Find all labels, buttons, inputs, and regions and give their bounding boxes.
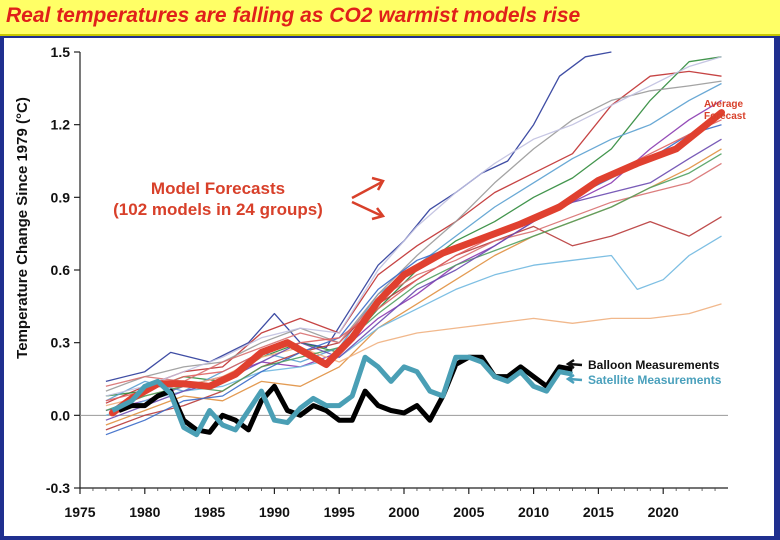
model-forecast-line <box>105 162 722 387</box>
x-tick-label: 1990 <box>259 504 290 520</box>
model-forecasts-arrows <box>351 176 386 221</box>
x-tick-label: 1980 <box>129 504 160 520</box>
model-forecast-line <box>105 56 722 397</box>
y-tick-label: 1.2 <box>51 117 71 133</box>
model-forecast-line <box>105 82 722 402</box>
chart-panel: 1.5 1.2 0.9 0.6 0.3 0.0 -0.3 1975 1980 1985 1990 19… <box>4 38 774 536</box>
y-tick-label: 0.0 <box>51 407 71 423</box>
balloon-measurements-line <box>118 354 573 435</box>
balloon-arrow-icon <box>565 358 583 370</box>
model-forecasts-label: Model Forecasts <box>151 179 285 198</box>
average-forecast-label: Average <box>704 99 744 110</box>
x-tick-label: 2015 <box>583 504 614 520</box>
y-tick-label: 0.3 <box>51 335 71 351</box>
x-tick-label: 2005 <box>453 504 484 520</box>
average-line-group <box>108 109 725 417</box>
y-tick-label: 0.6 <box>51 262 71 278</box>
satellite-measurements-line <box>111 354 573 438</box>
x-tick-label: 2000 <box>388 504 419 520</box>
chart: 1.5 1.2 0.9 0.6 0.3 0.0 -0.3 1975 1980 1985 1990 19… <box>14 44 746 520</box>
page-title: Real temperatures are falling as CO2 war… <box>6 4 581 27</box>
y-axis-label: Temperature Change Since 1979 (°C) <box>14 97 31 359</box>
chart-axes: 1.5 1.2 0.9 0.6 0.3 0.0 -0.3 1975 1980 1985 1990 19… <box>46 44 728 520</box>
balloon-legend-label: Balloon Measurements <box>588 358 720 372</box>
x-tick-label: 2020 <box>648 504 679 520</box>
y-tick-label: 0.9 <box>51 189 71 205</box>
title-banner: Real temperatures are falling as CO2 war… <box>0 0 780 36</box>
model-forecast-line <box>105 56 722 397</box>
observation-lines <box>111 354 573 438</box>
model-forecast-line <box>105 70 722 404</box>
average-forecast-sublabel: Forecast <box>704 111 746 122</box>
x-tick-label: 1995 <box>324 504 355 520</box>
satellite-legend-label: Satellite Measurements <box>588 373 722 387</box>
satellite-arrow-icon <box>565 373 583 385</box>
y-tick-label: -0.3 <box>46 480 70 496</box>
satellite-legend: Satellite Measurements <box>565 373 722 387</box>
x-tick-label: 1985 <box>194 504 225 520</box>
average-forecast-line <box>108 109 725 417</box>
x-tick-label: 1975 <box>64 504 95 520</box>
model-forecast-line <box>105 80 722 392</box>
y-tick-label: 1.5 <box>51 44 71 60</box>
balloon-legend: Balloon Measurements <box>565 358 720 372</box>
model-forecast-line <box>105 303 722 407</box>
model-forecasts-sublabel: (102 models in 24 groups) <box>113 200 323 219</box>
x-tick-label: 2010 <box>518 504 549 520</box>
